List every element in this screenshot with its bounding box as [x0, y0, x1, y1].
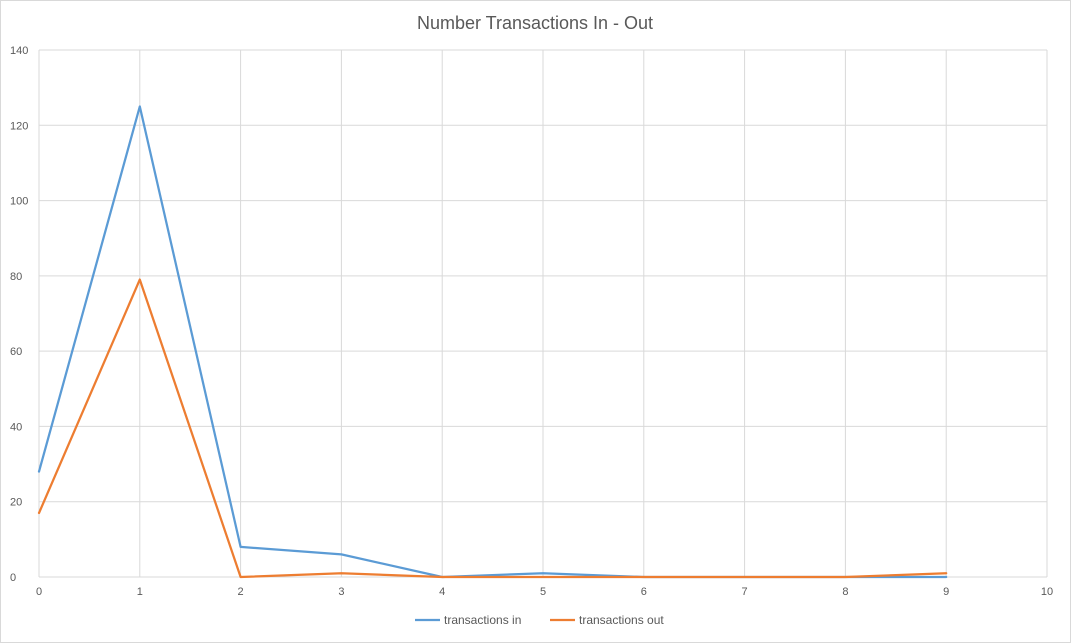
series-lines: [37, 105, 948, 579]
y-tick-label: 0: [10, 572, 16, 584]
x-tick-label: 3: [338, 586, 344, 598]
x-tick-label: 1: [137, 586, 143, 598]
y-tick-label: 60: [10, 346, 22, 358]
y-tick-label: 140: [10, 45, 28, 57]
x-tick-label: 7: [742, 586, 748, 598]
y-tick-label: 80: [10, 271, 22, 283]
axis-ticks: 0 20 40 60 80 100 120 140 0 1 2 3 4 5 6 7 8 9 10: [10, 45, 1053, 598]
y-tick-label: 40: [10, 421, 22, 433]
series-line-1: [37, 278, 948, 579]
x-tick-label: 10: [1041, 586, 1053, 598]
x-tick-label: 8: [842, 586, 848, 598]
legend-label-0: transactions in: [444, 613, 521, 627]
legend-label-1: transactions out: [579, 613, 664, 627]
gridlines: [38, 49, 1048, 578]
x-tick-label: 5: [540, 586, 546, 598]
x-tick-label: 2: [238, 586, 244, 598]
x-tick-label: 6: [641, 586, 647, 598]
chart-title: Number Transactions In - Out: [417, 13, 653, 33]
x-tick-label: 4: [439, 586, 445, 598]
series-line-0: [37, 105, 948, 579]
x-tick-label: 9: [943, 586, 949, 598]
y-tick-label: 120: [10, 120, 28, 132]
legend: transactions in transactions out: [415, 613, 664, 627]
y-tick-label: 20: [10, 497, 22, 509]
x-tick-label: 0: [36, 586, 42, 598]
y-tick-label: 100: [10, 196, 28, 208]
